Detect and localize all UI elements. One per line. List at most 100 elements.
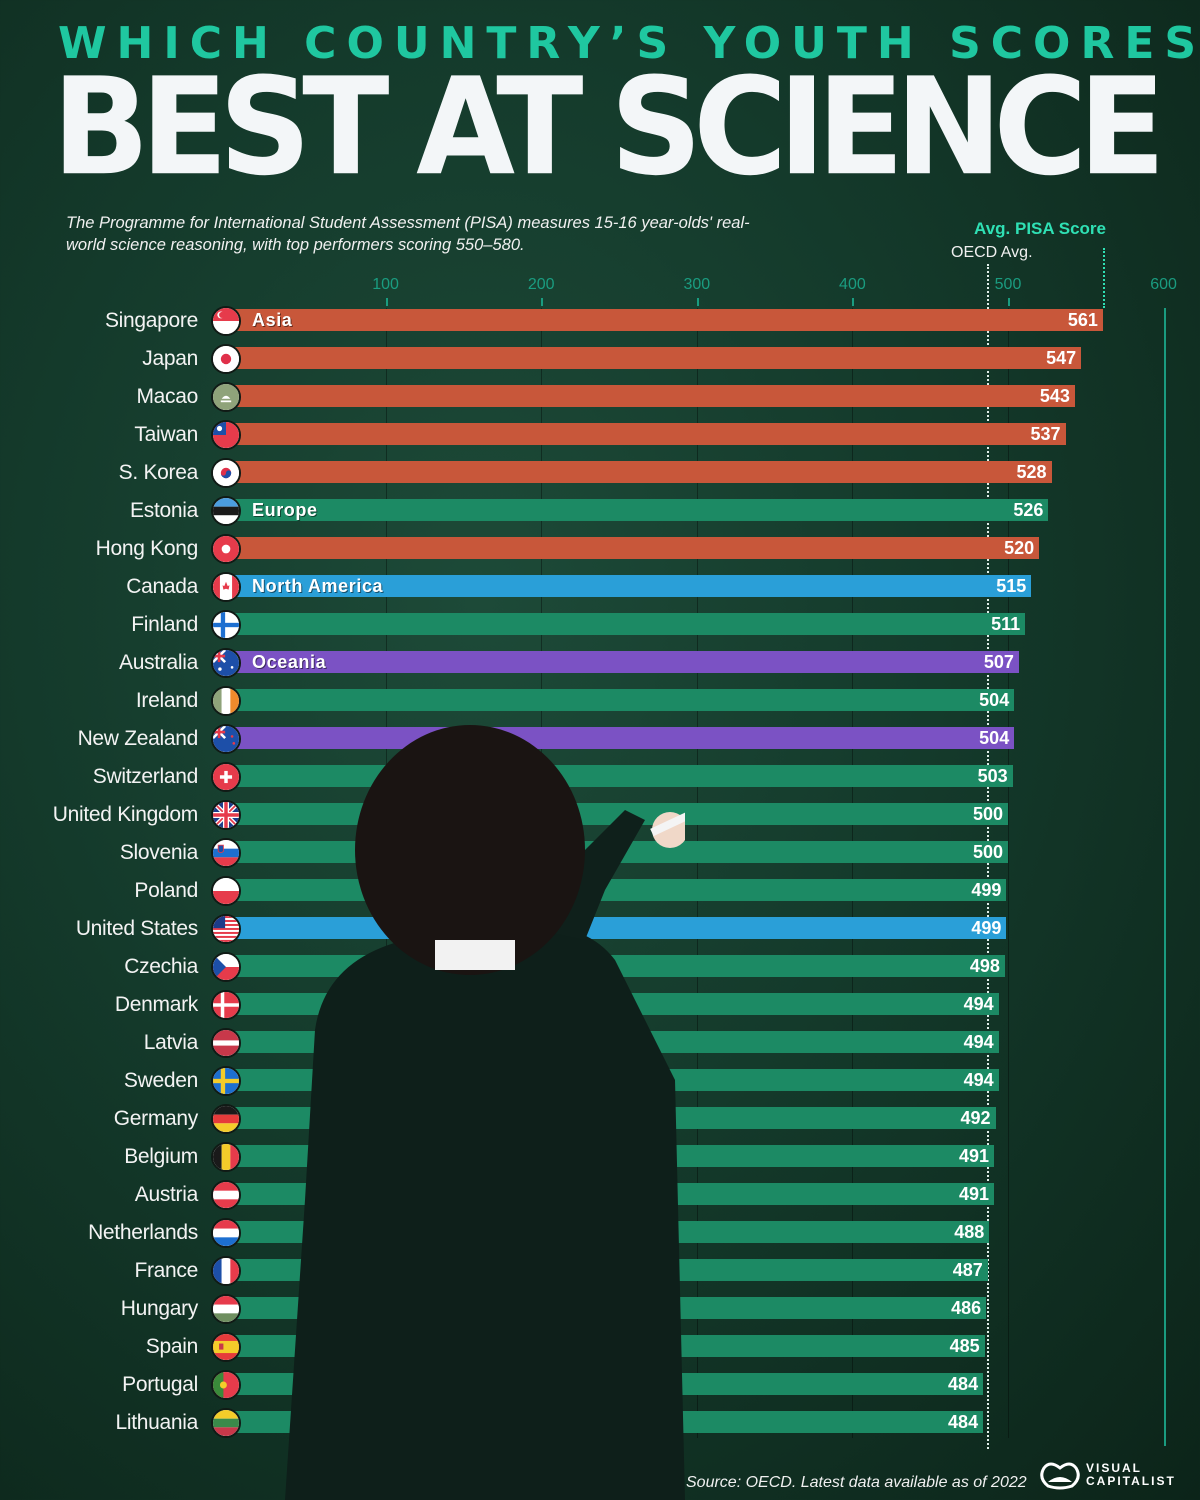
bar-europe: Europe 526: [232, 499, 1049, 521]
score-value: 494: [963, 994, 994, 1014]
bar-row: Macao 543: [0, 382, 1200, 413]
score-value: 491: [958, 1184, 989, 1204]
country-label: Portugal: [122, 1373, 198, 1396]
bar-asia: 528: [232, 461, 1052, 483]
score-value: 499: [971, 880, 1002, 900]
country-label: Denmark: [114, 993, 198, 1016]
score-value: 504: [979, 728, 1010, 748]
country-label: France: [134, 1259, 198, 1282]
axis-line-600: [1164, 308, 1166, 1446]
gridline: [852, 308, 854, 1438]
chart-kicker: WHICH COUNTRY’S YOUTH SCORES: [58, 18, 1200, 69]
poland-flag-icon: [211, 876, 241, 906]
slovenia-flag-icon: [211, 838, 241, 868]
bar-row: S. Korea 528: [0, 458, 1200, 489]
germany-flag-icon: [211, 1104, 241, 1134]
x-tick-mark: [385, 298, 388, 306]
bar-north-america: North America 515: [232, 575, 1032, 597]
lithuania-flag-icon: [211, 1408, 241, 1438]
visual-capitalist-logo: VISUAL CAPITALIST: [1040, 1460, 1176, 1490]
region-legend-label: Oceania: [252, 652, 327, 672]
country-label: United Kingdom: [52, 803, 199, 826]
country-label: Belgium: [124, 1145, 198, 1168]
ireland-flag-icon: [211, 686, 241, 716]
country-label: Netherlands: [88, 1221, 198, 1244]
sweden-flag-icon: [211, 1066, 241, 1096]
avg-score-line: [1103, 248, 1105, 308]
score-value: 526: [1013, 500, 1044, 520]
macao-flag-icon: [211, 382, 241, 412]
country-label: Hong Kong: [95, 537, 199, 560]
denmark-flag-icon: [211, 990, 241, 1020]
region-legend-label: Asia: [252, 310, 293, 330]
country-label: Poland: [134, 879, 198, 902]
score-value: 504: [979, 690, 1010, 710]
bar-row: Singapore Asia 561: [0, 306, 1200, 337]
score-value: 500: [972, 804, 1003, 824]
estonia-flag-icon: [211, 496, 241, 526]
score-value: 561: [1067, 310, 1098, 330]
bar-row: Australia Oceania 507: [0, 648, 1200, 679]
score-value: 507: [983, 652, 1014, 672]
x-tick-mark: [852, 298, 855, 306]
country-label: Lithuania: [115, 1411, 198, 1434]
score-value: 547: [1046, 348, 1077, 368]
bar-asia: 537: [232, 423, 1066, 445]
region-legend-label: North America: [252, 576, 384, 596]
country-label: Switzerland: [92, 765, 199, 788]
france-flag-icon: [211, 1256, 241, 1286]
bar-europe: 504: [232, 689, 1015, 711]
chart-title: BEST AT SCIENCE: [52, 49, 1166, 206]
bar-row: Finland 511: [0, 610, 1200, 641]
score-value: 484: [948, 1412, 979, 1432]
country-label: Czechia: [124, 955, 198, 978]
x-tick-label: 200: [527, 276, 555, 293]
avg-score-label: Avg. PISA Score: [974, 219, 1106, 238]
czechia-flag-icon: [211, 952, 241, 982]
student-illustration: [285, 725, 685, 1500]
bar-row: Taiwan 537: [0, 420, 1200, 451]
country-label: New Zealand: [77, 727, 199, 750]
country-label: Australia: [118, 651, 198, 674]
oecd-avg-label: OECD Avg.: [951, 244, 1033, 261]
netherlands-flag-icon: [211, 1218, 241, 1248]
united-states-flag-icon: [211, 914, 241, 944]
country-label: S. Korea: [118, 461, 199, 484]
logo-icon: [1040, 1462, 1080, 1490]
country-label: Ireland: [135, 689, 198, 712]
country-label: Sweden: [123, 1069, 198, 1092]
canada-flag-icon: [211, 572, 241, 602]
bar-row: Canada North America 515: [0, 572, 1200, 603]
hong-kong-flag-icon: [211, 534, 241, 564]
score-value: 486: [951, 1298, 982, 1318]
switzerland-flag-icon: [211, 762, 241, 792]
bar-oceania: Oceania 507: [232, 651, 1019, 673]
bar-asia: 547: [232, 347, 1082, 369]
score-value: 484: [948, 1374, 979, 1394]
score-value: 487: [952, 1260, 983, 1280]
bar-row: Estonia Europe 526: [0, 496, 1200, 527]
x-tick-label: 400: [839, 276, 866, 293]
taiwan-flag-icon: [211, 420, 241, 450]
score-value: 491: [958, 1146, 989, 1166]
country-label: Singapore: [104, 309, 198, 332]
united-kingdom-flag-icon: [211, 800, 241, 830]
country-label: Latvia: [143, 1031, 199, 1054]
country-label: Taiwan: [134, 423, 198, 446]
country-label: United States: [75, 917, 198, 940]
country-label: Austria: [134, 1183, 199, 1206]
bar-europe: 511: [232, 613, 1026, 635]
country-label: Slovenia: [119, 841, 198, 864]
score-value: 499: [971, 918, 1002, 938]
country-label: Hungary: [120, 1297, 199, 1320]
x-tick-mark: [696, 298, 699, 306]
bar-asia: 543: [232, 385, 1075, 407]
score-value: 494: [963, 1070, 994, 1090]
score-value: 503: [977, 766, 1008, 786]
country-label: Estonia: [130, 499, 198, 522]
bar-row: Japan 547: [0, 344, 1200, 375]
score-value: 520: [1004, 538, 1035, 558]
x-tick-label: 500: [994, 276, 1022, 293]
x-tick-mark: [541, 298, 544, 306]
score-value: 498: [969, 956, 1000, 976]
